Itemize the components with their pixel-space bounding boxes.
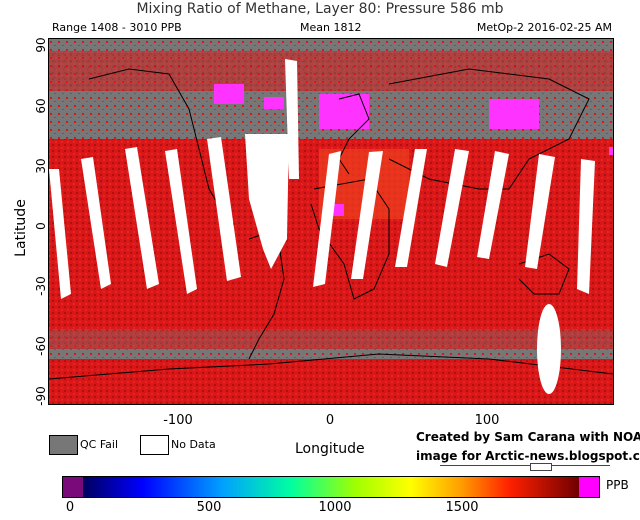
range-label: Range 1408 - 3010 PPB	[52, 21, 182, 34]
no-data-swatch	[140, 435, 169, 455]
x-tick-0: 0	[325, 413, 335, 428]
map-canvas	[49, 39, 613, 404]
antarctic-data-band	[49, 359, 613, 404]
color-scale-bar	[62, 476, 600, 498]
qc-fail-label: QC Fail	[80, 438, 119, 451]
x-tick-neg100: -100	[163, 413, 193, 428]
y-tick-30: 30	[34, 158, 48, 174]
colorbar-unit: PPB	[606, 478, 629, 492]
y-tick-neg30: -30	[34, 276, 48, 296]
map-title: Mixing Ratio of Methane, Layer 80: Press…	[136, 1, 504, 17]
colorbar-low-cap	[63, 477, 83, 497]
x-axis-label: Longitude	[295, 441, 365, 457]
mean-label: Mean 1812	[300, 21, 362, 34]
y-tick-60: 60	[34, 98, 48, 114]
scroll-thumb[interactable]	[530, 463, 552, 471]
qc-fail-swatch	[49, 435, 78, 455]
colorbar-tick-500: 500	[196, 500, 222, 515]
satellite-date-label: MetOp-2 2016-02-25 AM	[476, 21, 612, 34]
y-tick-0: 0	[34, 222, 48, 230]
no-data-swaths	[49, 59, 595, 394]
scroll-track[interactable]	[440, 465, 610, 472]
y-tick-90: 90	[34, 37, 48, 53]
y-axis-label: Latitude	[12, 199, 29, 257]
y-tick-neg60: -60	[34, 336, 48, 356]
colorbar-tick-1000: 1000	[318, 500, 352, 515]
methane-map	[48, 38, 614, 405]
x-tick-100: 100	[474, 413, 500, 428]
credit-line-2: image for Arctic-news.blogspot.com	[416, 449, 640, 463]
no-data-label: No Data	[171, 438, 216, 451]
southern-data-band	[49, 314, 613, 349]
y-tick-neg90: -90	[34, 386, 48, 406]
high-value-patches	[214, 84, 613, 216]
colorbar-gradient	[83, 477, 579, 497]
colorbar-tick-0: 0	[65, 500, 75, 515]
colorbar-high-cap	[579, 477, 599, 497]
colorbar-tick-1500: 1500	[445, 500, 479, 515]
northern-data-band	[49, 51, 613, 91]
credit-line-1: Created by Sam Carana with NOAA	[416, 430, 640, 444]
